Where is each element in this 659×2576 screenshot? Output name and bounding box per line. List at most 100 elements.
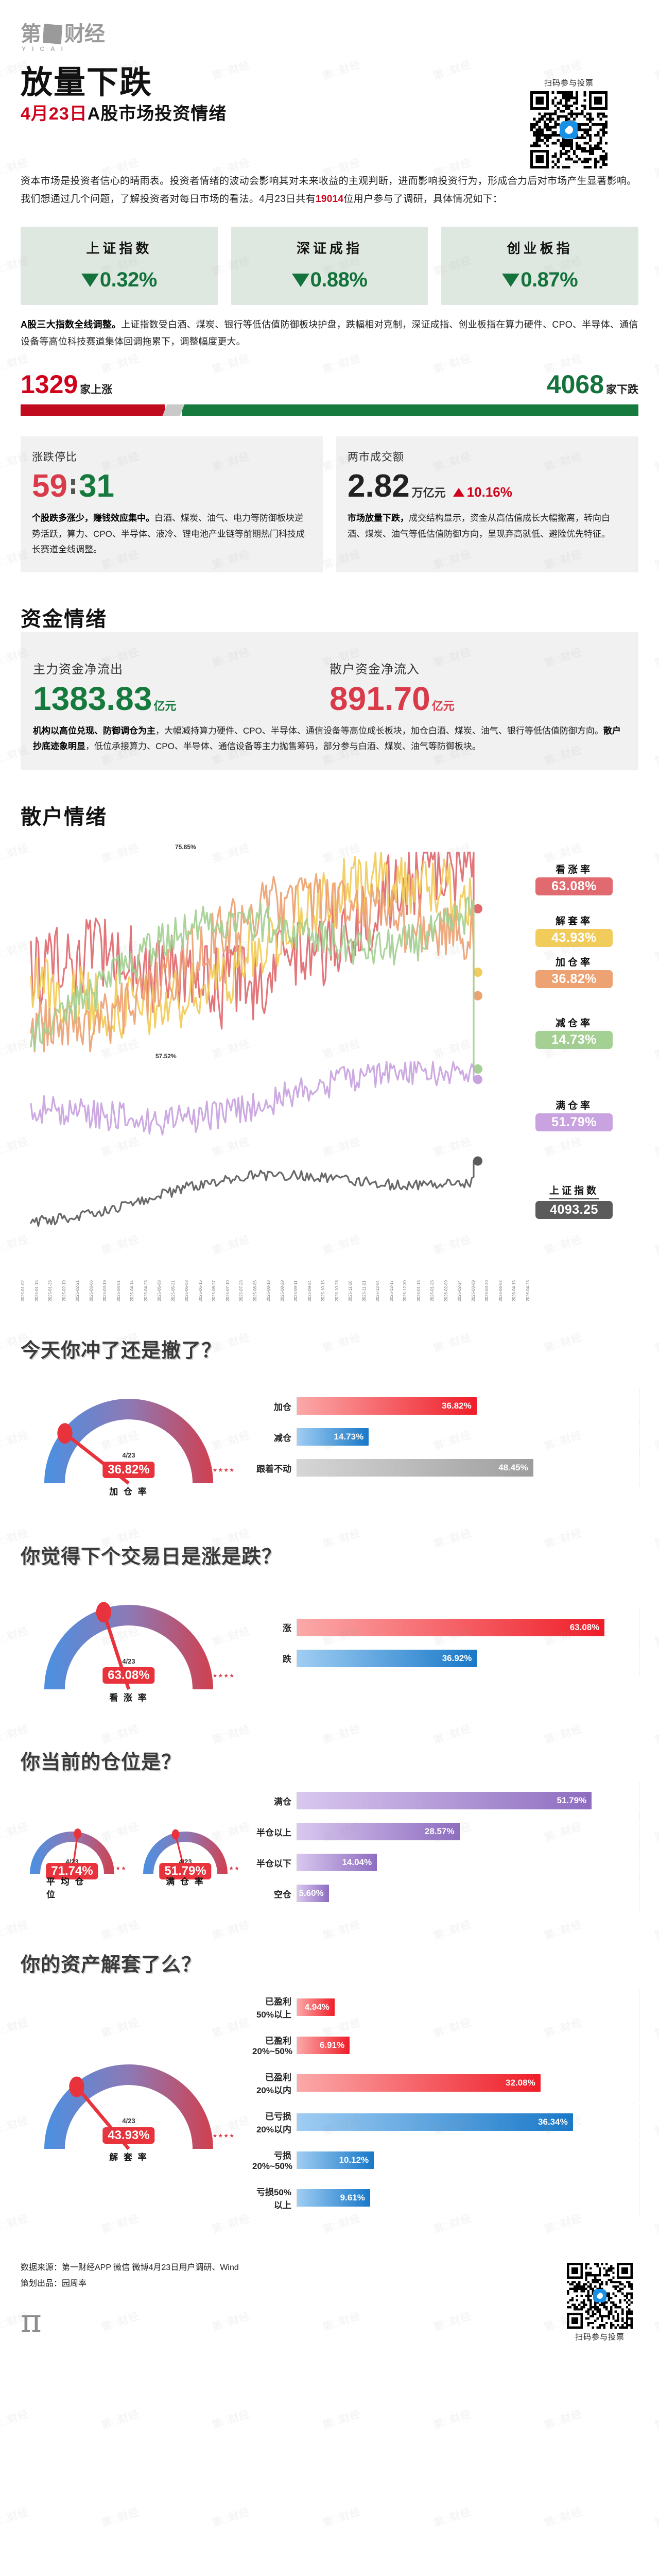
panel-note-body: 白酒、煤炭、油气、电力等防御板块逆势活跃，算力、CPO、半导体、液冷、锂电池产业… [32, 513, 305, 555]
breadth-bar-decliners [182, 404, 638, 416]
legend-fullposition-value: 51.79% [535, 1113, 613, 1132]
x-tick-label: 2026-01-13 [416, 1280, 421, 1301]
bar-row: 跟着不动 48.45% [252, 1450, 639, 1486]
bar-track: 10.12% [297, 2142, 639, 2178]
gauge-date: 4/23 [122, 2117, 135, 2125]
x-tick-label: 2025-04-01 [116, 1280, 121, 1301]
x-tick-label: 2025-02-21 [75, 1280, 80, 1301]
legend-breakeven: 解套率 43.93% [535, 913, 613, 947]
bar-label: 已亏损20%以内 [256, 2112, 291, 2135]
x-tick-label: 2025-02-10 [61, 1280, 66, 1301]
x-tick-label: 2025-11-10 [348, 1280, 353, 1301]
x-tick-label: 2025-06-03 [184, 1280, 189, 1301]
bar-row: 已亏损20%以内 36.34% [252, 2104, 639, 2141]
header-qr-block[interactable]: 扫码参与投票 [520, 77, 618, 168]
gauge-date: 4/23 [122, 1451, 135, 1460]
page-footer: 数据来源：第一财经APP 微信 微博4月23日用户调研、Wind 策划出品：园周… [21, 2260, 638, 2375]
bar-label: 已盈利20%~50% [252, 2036, 292, 2057]
x-tick-label: 2025-07-23 [239, 1280, 244, 1301]
gauge-caption: 满 仓 率 [166, 1876, 205, 1887]
x-tick-label: 2025-04-14 [130, 1280, 134, 1301]
market-breadth: 1329 家上涨 4068 家下跌 [21, 371, 638, 397]
page-subtitle: 4月23日A股市场投资情绪 [21, 104, 638, 124]
breadth-bar-divider [162, 404, 185, 416]
index-commentary-lead: A股三大指数全线调整。 [21, 319, 122, 330]
bar-value: 48.45% [498, 1463, 528, 1473]
main-outflow-unit: 亿元 [153, 699, 177, 713]
legend-addposition-value: 36.82% [535, 970, 613, 989]
limit-ratio-value: 59 31 [32, 470, 311, 502]
gauge-column: 4/23 71.74% 平 均 仓 位 ★★★★ 4/23 51.79% 满 仓 率 ★★★★ [21, 1822, 240, 1900]
bar-label: 半仓以上 [256, 1827, 291, 1838]
x-tick-label: 2025-05-08 [157, 1280, 162, 1301]
panel-note-lead: 个股跌多涨少，赚钱效应集中。 [32, 513, 154, 523]
retail-sentiment-chart: 75.85% 57.52% 看涨率 63.08% 解套率 43.93% 加仓率 … [21, 843, 638, 1301]
legend-bullish: 看涨率 63.08% [535, 862, 613, 896]
bar-fill: 32.08% [297, 2074, 541, 2092]
bar-value: 36.34% [538, 2117, 568, 2127]
bar-value: 36.92% [442, 1653, 472, 1663]
retail-inflow-number: 891.70 [330, 680, 430, 717]
footer-qr-block[interactable]: 扫码参与投票 [561, 2263, 638, 2342]
yicai-logo: 第 财经 YICAI [21, 24, 149, 53]
legend-fullposition-label: 满仓率 [555, 1100, 593, 1112]
legend-addposition-label: 加仓率 [555, 957, 593, 969]
qr-code-icon[interactable] [530, 91, 608, 168]
index-card-chinext: 创业板指 0.87% [441, 227, 639, 306]
gauge-stars: ★★★★ [217, 1866, 240, 1872]
legend-breakeven-value: 43.93% [535, 929, 613, 947]
intro-paragraph: 资本市场是投资者信心的晴雨表。投资者情绪的波动会影响其对未来收益的主观判断，进而… [21, 172, 638, 208]
x-tick-label: 2025-07-10 [225, 1280, 230, 1301]
index-change-value: 0.88% [310, 268, 368, 292]
x-tick-label: 2025-01-26 [48, 1280, 53, 1301]
legend-sse-index-label: 上证指数 [549, 1183, 599, 1200]
x-tick-label: 2025-10-15 [321, 1280, 325, 1301]
bar-track: 28.57% [297, 1814, 639, 1850]
intro-text-2: 位用户参与了调研，具体情况如下： [343, 194, 503, 205]
gauge-2: 4/23 51.79% 满 仓 率 ★★★★ [134, 1822, 240, 1887]
bar-label: 已盈利20%以内 [256, 2073, 291, 2096]
gauge-1: 4/23 36.82% 加 仓 率 ★★★★ [26, 1380, 234, 1507]
panel-note: 市场放量下跌，成交结构显示，资金从高估值成长大幅撤离，转向白酒、煤炭、油气等低估… [348, 511, 627, 542]
bar-fill: 14.04% [297, 1854, 377, 1872]
gauge-value: 43.93% [102, 2127, 155, 2144]
footer-qr-code-icon[interactable] [567, 2263, 633, 2329]
bar-value: 10.12% [339, 2155, 369, 2165]
footer-qr-center-logo-icon [593, 2289, 606, 2303]
page-title: 放量下跌 [21, 65, 153, 100]
gauge-1: 4/23 43.93% 解 套 率 ★★★★ [26, 2046, 234, 2173]
turnover-change: 10.16% [453, 484, 512, 500]
bar-track: 14.73% [297, 1419, 639, 1455]
bar-track: 14.04% [297, 1844, 639, 1881]
index-change-value: 0.32% [99, 268, 157, 292]
turnover-value: 2.82 万亿元 10.16% [348, 470, 627, 502]
legend-bullish-label: 看涨率 [555, 865, 593, 876]
bar-fill: 4.94% [297, 1998, 335, 2016]
footer-qr-caption: 扫码参与投票 [575, 2333, 625, 2342]
poll-section-1: 今天你冲了还是撤了？ 4/23 36.82% 加 仓 率 ★★★★ 加仓 36.82% 减仓 1… [21, 1334, 639, 1507]
bar-fill: 48.45% [297, 1459, 533, 1477]
x-tick-label: 2025-09-11 [293, 1280, 298, 1301]
poll-body: 4/23 43.93% 解 套 率 ★★★★ 已盈利50%以上 4.94% 已盈利20%~5… [21, 1989, 639, 2224]
capital-commentary-body-1: ，大幅减持算力硬件、CPO、半导体、通信设备等高位成长板块，加仓白酒、煤炭、油气… [155, 725, 603, 736]
logo-char-di: 第 [21, 23, 41, 45]
breadth-bar [21, 404, 638, 416]
bars-column: 涨 63.08% 跌 36.92% [252, 1609, 639, 1681]
retail-inflow-label: 散户资金净流入 [330, 662, 420, 676]
bar-label: 涨 [283, 1623, 291, 1634]
legend-reduceposition: 减仓率 14.73% [535, 1015, 613, 1049]
poll-body: 4/23 36.82% 加 仓 率 ★★★★ 加仓 36.82% 减仓 14.73% 跟着不动 4… [21, 1380, 639, 1507]
advancers-block: 1329 家上涨 [21, 371, 112, 397]
bar-row: 亏损20%~50% 10.12% [252, 2142, 639, 2178]
gauge-value: 63.08% [102, 1667, 155, 1684]
qr-center-logo-icon [560, 121, 578, 139]
index-name: 上证指数 [86, 241, 152, 257]
poll-question: 你觉得下个交易日是涨是跌？ [21, 1546, 282, 1568]
poll-body: 4/23 71.74% 平 均 仓 位 ★★★★ 4/23 51.79% 满 仓 率 ★★★★… [21, 1783, 639, 1916]
gauge-caption: 平 均 仓 位 [46, 1876, 85, 1900]
gauge-date: 4/23 [122, 1657, 135, 1665]
gauge-column: 4/23 43.93% 解 套 率 ★★★★ [21, 2046, 237, 2173]
legend-fullposition: 满仓率 51.79% [535, 1098, 613, 1132]
limit-down-count: 31 [78, 468, 114, 504]
bar-track: 36.82% [297, 1388, 639, 1425]
